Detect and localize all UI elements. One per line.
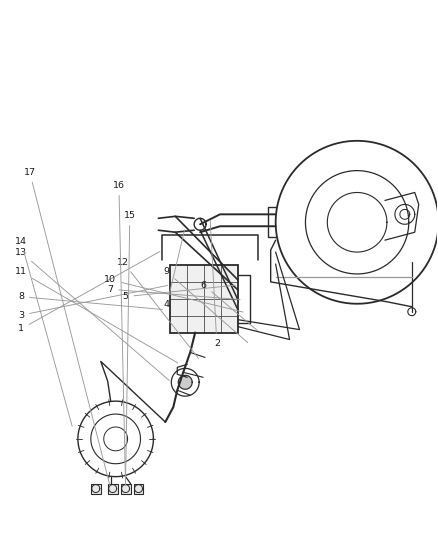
- Bar: [134, 483, 144, 494]
- Polygon shape: [178, 375, 192, 389]
- Text: 7: 7: [107, 285, 240, 300]
- Text: 5: 5: [123, 285, 235, 301]
- Bar: [91, 483, 101, 494]
- Text: 6: 6: [201, 280, 258, 331]
- Text: 11: 11: [15, 267, 178, 363]
- Text: 8: 8: [18, 292, 162, 310]
- Text: 17: 17: [24, 168, 110, 486]
- Bar: [120, 483, 131, 494]
- Text: 13: 13: [15, 248, 169, 381]
- Text: 10: 10: [104, 275, 243, 312]
- Text: 16: 16: [113, 181, 126, 486]
- Text: 9: 9: [164, 267, 248, 343]
- Bar: [108, 483, 118, 494]
- Text: 4: 4: [164, 230, 184, 309]
- Text: 12: 12: [117, 258, 198, 358]
- Bar: [170, 265, 238, 333]
- Text: 2: 2: [210, 220, 220, 348]
- Text: 3: 3: [18, 286, 168, 320]
- Text: 1: 1: [18, 252, 160, 334]
- Text: 15: 15: [124, 211, 136, 479]
- Text: 14: 14: [15, 237, 72, 426]
